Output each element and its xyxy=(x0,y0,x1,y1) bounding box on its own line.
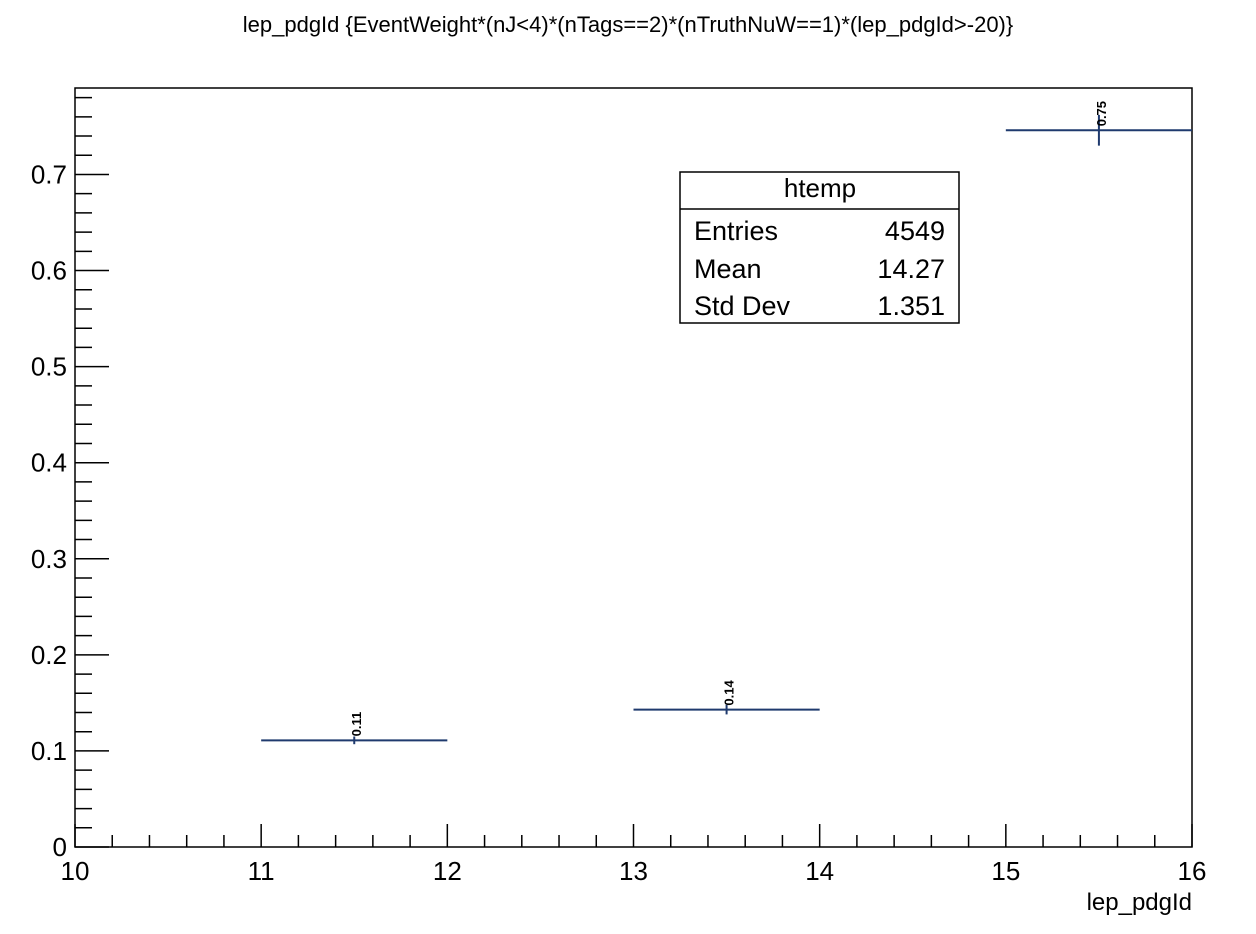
x-tick-label: 10 xyxy=(61,856,90,886)
y-tick-label: 0.3 xyxy=(31,544,67,574)
stats-stddev-value: 1.351 xyxy=(877,291,945,321)
x-tick-label: 14 xyxy=(805,856,834,886)
stats-mean-value: 14.27 xyxy=(877,254,945,284)
stats-stddev-label: Std Dev xyxy=(694,291,791,321)
x-axis: 10 11 12 13 14 15 16 xyxy=(61,824,1207,886)
x-tick-label: 15 xyxy=(991,856,1020,886)
stats-entries-label: Entries xyxy=(694,216,778,246)
x-axis-label: lep_pdgId xyxy=(1087,889,1192,916)
y-tick-label: 0.4 xyxy=(31,448,67,478)
y-tick-label: 0.1 xyxy=(31,736,67,766)
x-tick-label: 16 xyxy=(1178,856,1207,886)
stats-box: htemp Entries 4549 Mean 14.27 Std Dev 1.… xyxy=(679,171,960,324)
bin-value-label: 0.14 xyxy=(722,680,737,706)
histogram-series: 0.11 0.14 0.75 xyxy=(261,101,1192,745)
x-tick-label: 12 xyxy=(433,856,462,886)
stats-mean-label: Mean xyxy=(694,254,762,284)
chart-title: lep_pdgId {EventWeight*(nJ<4)*(nTags==2)… xyxy=(242,12,1014,37)
y-tick-label: 0 xyxy=(53,832,67,862)
stats-entries-value: 4549 xyxy=(885,216,945,246)
plot-frame xyxy=(74,87,1193,848)
x-tick-label: 13 xyxy=(619,856,648,886)
y-tick-label: 0.2 xyxy=(31,640,67,670)
stats-box-frame xyxy=(679,171,960,324)
bin-value-label: 0.11 xyxy=(349,712,364,737)
y-tick-label: 0.6 xyxy=(31,256,67,286)
y-tick-label: 0.7 xyxy=(31,159,67,189)
bin-value-label: 0.75 xyxy=(1094,101,1109,126)
y-tick-label: 0.5 xyxy=(31,352,67,382)
y-axis: 0 0.1 0.2 0.3 0.4 0.5 0.6 0.7 xyxy=(31,96,109,862)
stats-box-title: htemp xyxy=(784,173,856,203)
x-tick-label: 11 xyxy=(248,856,275,886)
